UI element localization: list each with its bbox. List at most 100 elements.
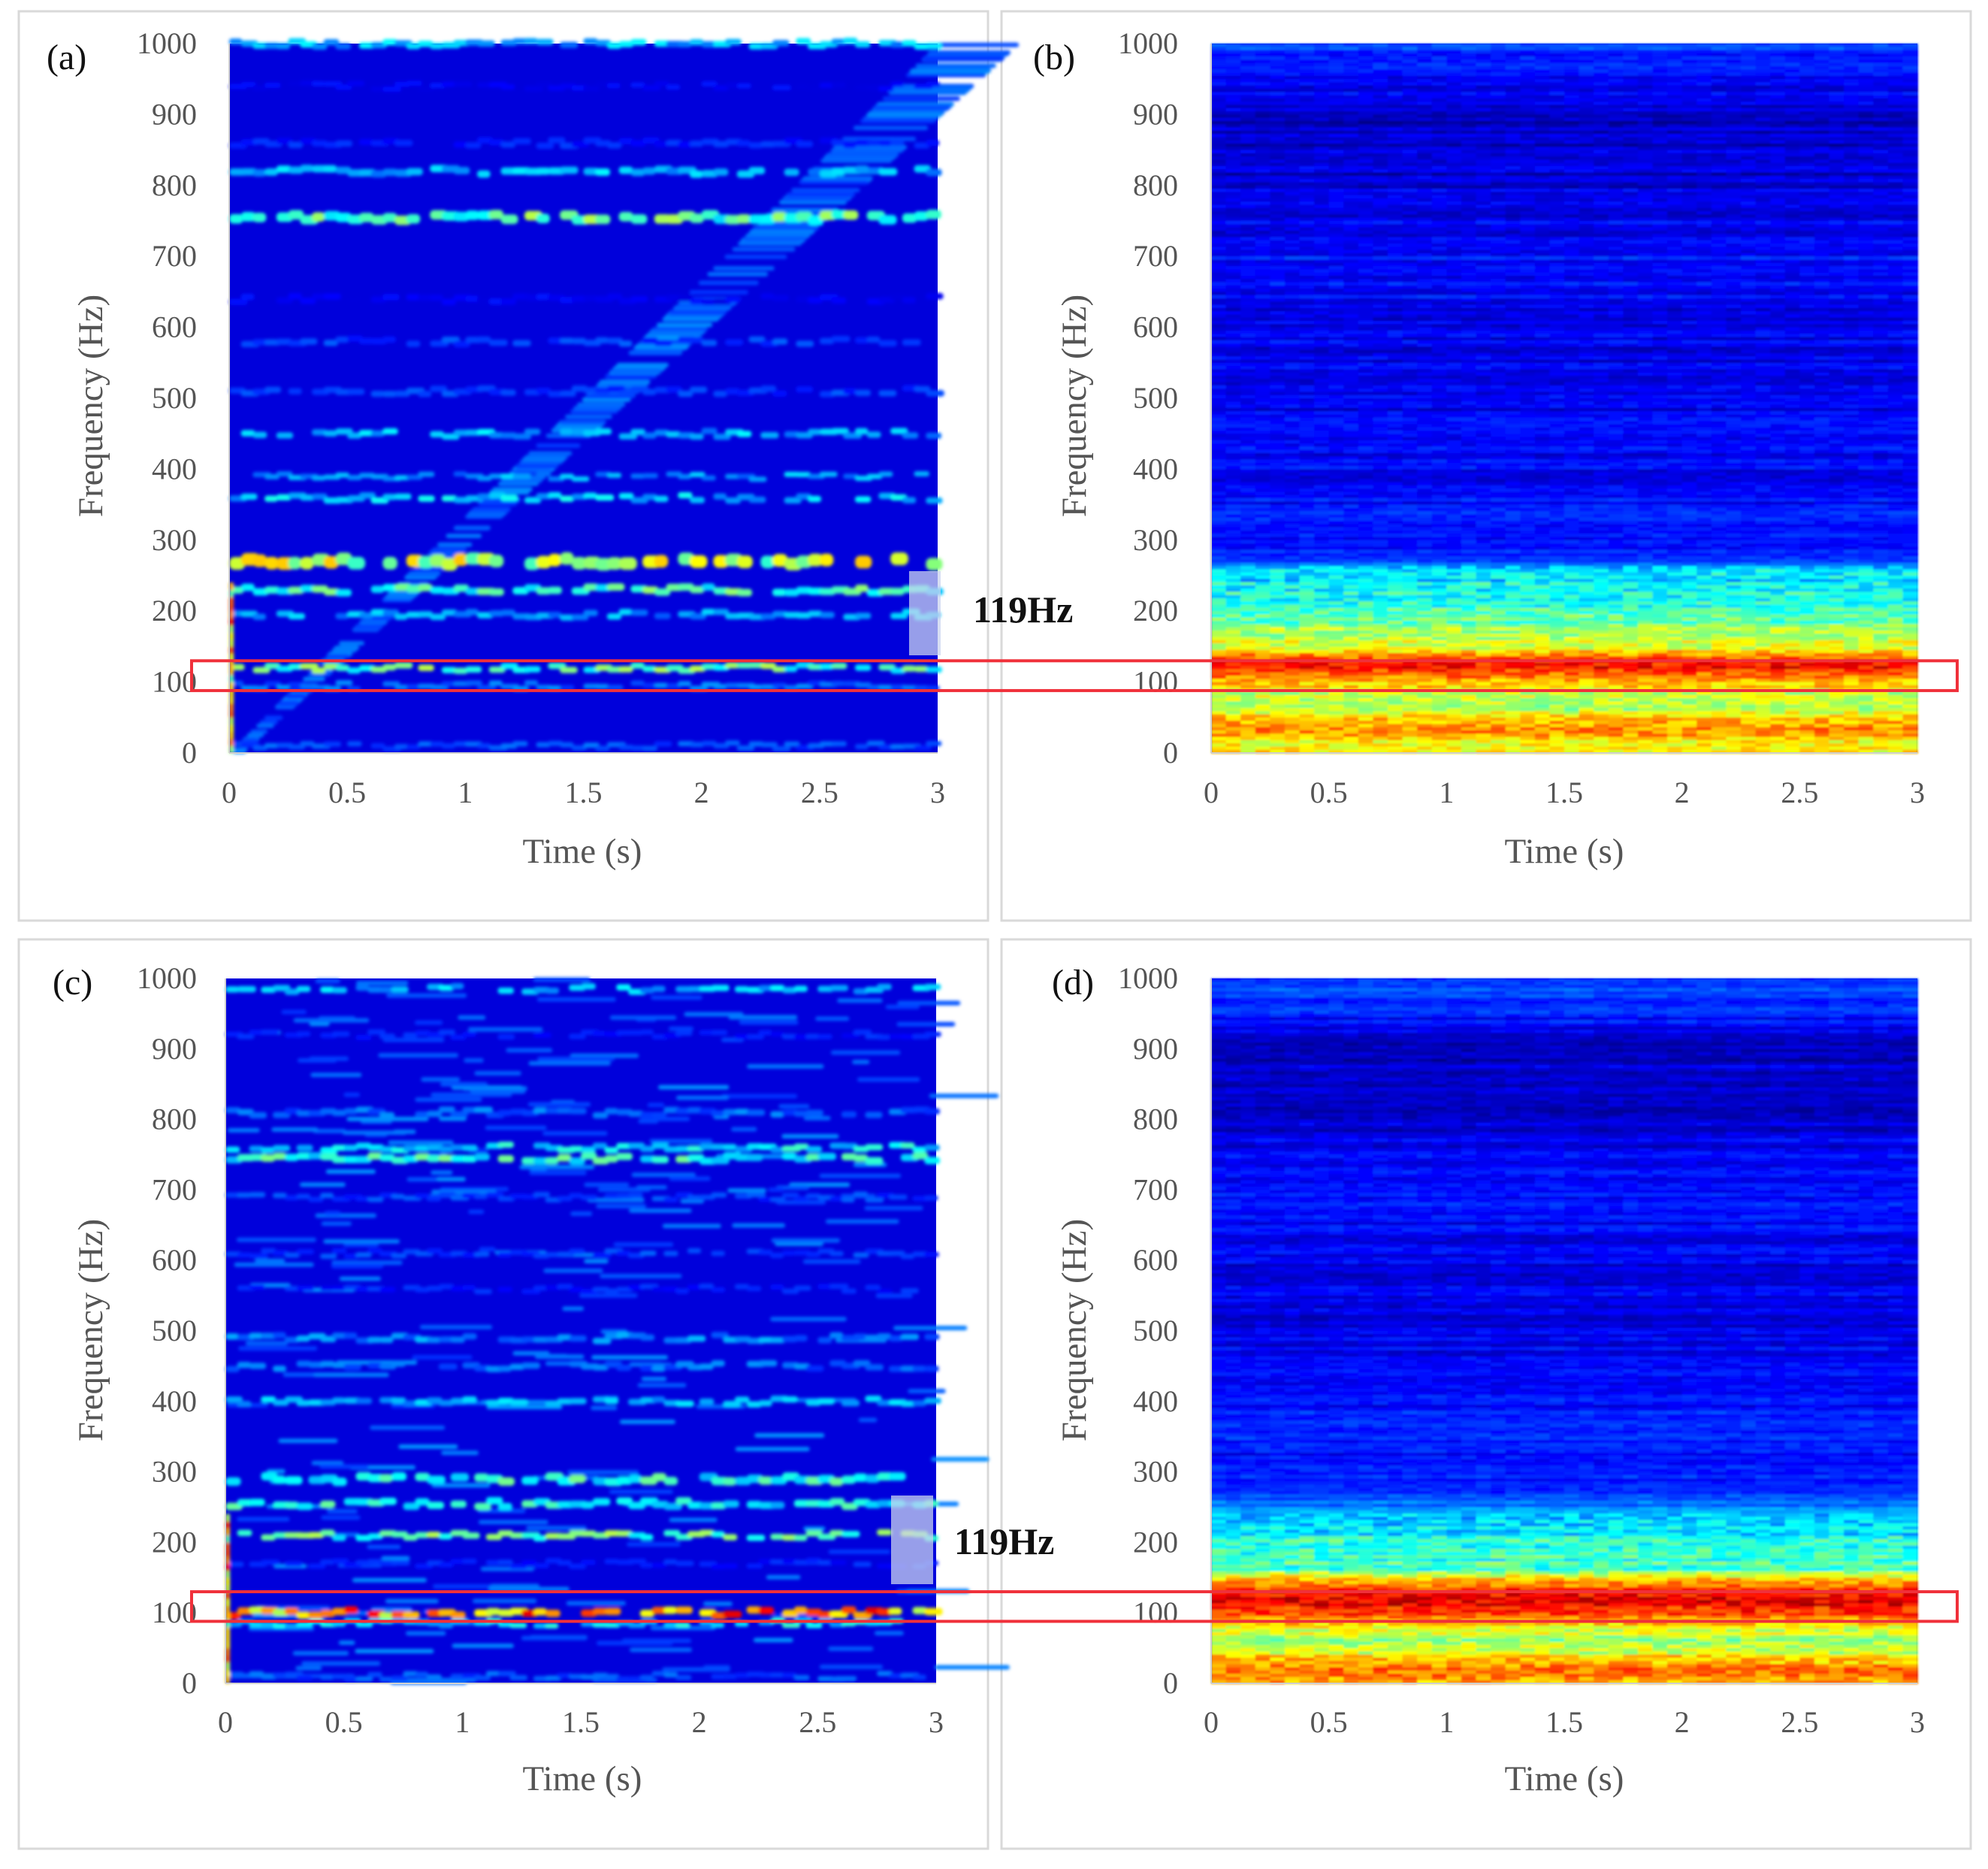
spectrogram-cell [699, 281, 759, 286]
spectrogram-band-segment [855, 41, 870, 47]
spectrogram-band-segment [347, 557, 365, 570]
spectrogram-cell [515, 464, 557, 469]
x-tick-label: 2 [694, 776, 709, 809]
spectrogram-band-segment [690, 386, 707, 392]
spectrogram-band-segment [772, 390, 787, 396]
spectrogram-band-segment [454, 471, 467, 476]
spectrogram-band-segment [324, 165, 337, 173]
spectrogram-band-segment [442, 299, 456, 305]
spectrogram-band-segment [560, 667, 578, 673]
spectrogram-cell [454, 526, 491, 531]
spectrogram-band-segment [548, 554, 561, 567]
spectrogram-cell [803, 176, 873, 180]
spectrogram-band-segment [796, 38, 811, 44]
spectrogram-band-segment [489, 681, 503, 686]
spectrogram-band-segment [926, 497, 942, 504]
spectrogram-band-segment [772, 338, 787, 344]
spectrogram-band-segment [500, 84, 515, 89]
spectrogram-band-segment [312, 667, 325, 673]
spectrogram-cell [725, 255, 787, 259]
spectrogram-band-segment [335, 613, 349, 619]
y-tick-label: 900 [152, 97, 197, 131]
spectrogram-band-segment [926, 169, 941, 177]
spectrogram-band-segment [902, 432, 918, 438]
spectrogram-cell [782, 197, 850, 201]
spectrogram-band-segment [477, 337, 491, 343]
spectrogram-band-segment [902, 665, 916, 671]
spectrogram-band-segment [796, 386, 813, 392]
spectrogram-band-segment [808, 429, 821, 435]
x-tick-label: 1 [458, 776, 473, 809]
spectrogram-band-segment [690, 141, 703, 147]
spectrogram-band-segment [678, 41, 691, 47]
spectrogram-band-segment [784, 666, 797, 672]
spectrogram-cell [787, 192, 855, 197]
spectrogram-band-segment [607, 473, 621, 478]
spectrogram-cell [560, 420, 606, 425]
spectrogram-band-segment [371, 585, 385, 593]
spectrogram-cell [467, 513, 505, 517]
spectrogram-band-segment [382, 86, 401, 92]
spectrogram-band-segment [926, 210, 941, 219]
spectrogram-cell [689, 290, 748, 295]
spectrogram-band-segment [867, 431, 881, 437]
spectrogram-band-segment [607, 583, 625, 591]
spectrogram-band-segment [300, 557, 313, 570]
y-tick-label: 0 [182, 736, 197, 770]
spectrogram-cell [927, 52, 1009, 56]
spectrogram-band-segment [796, 84, 809, 89]
spectrogram-band-segment [252, 169, 266, 177]
spectrogram-band-segment [926, 293, 943, 299]
spectrogram-cell [565, 414, 612, 419]
x-tick-label: 2.5 [801, 776, 838, 809]
y-tick-label: 700 [152, 239, 197, 273]
spectrogram-cell [923, 56, 1004, 61]
spectrogram-band-segment [477, 743, 491, 749]
spectrogram-band-segment [713, 391, 727, 397]
spectrogram-band-segment [382, 294, 399, 300]
spectrogram-band-segment [749, 685, 763, 690]
spectrogram-band-segment [595, 745, 609, 751]
spectrogram-band-segment [560, 42, 578, 48]
spectrogram-band-segment [666, 84, 680, 89]
y-tick-label: 200 [152, 594, 197, 628]
spectrogram-band-segment [276, 432, 293, 438]
x-tick-label: 1.5 [565, 776, 603, 809]
spectrogram-band-segment [347, 296, 362, 302]
spectrogram-band-segment [820, 612, 835, 618]
spectrogram-band-segment [595, 215, 610, 225]
spectrogram-band-segment [324, 742, 341, 747]
spectrogram-band-segment [335, 680, 352, 685]
spectrogram-band-segment [890, 140, 904, 146]
spectrogram-cell [916, 63, 996, 68]
spectrogram-band-segment [454, 167, 470, 174]
spectrogram-band-segment [289, 557, 302, 570]
spectrogram-band-segment [524, 680, 538, 685]
spectrogram-band-segment [359, 139, 373, 145]
spectrogram-cell [629, 351, 682, 355]
spectrogram-band-segment [347, 667, 361, 673]
spectrogram-cell [326, 654, 350, 658]
spectrogram-band-segment [477, 41, 495, 47]
spectrogram-band-segment [630, 681, 644, 686]
spectrogram-band-segment [772, 85, 791, 90]
spectrogram-cell [713, 266, 774, 271]
spectrogram-band-segment [454, 82, 472, 87]
spectrogram-band-segment [619, 340, 633, 346]
spectrogram-cells [1211, 44, 1918, 754]
spectrogram-band-segment [843, 210, 858, 220]
spectrogram-band-segment [536, 213, 550, 223]
x-tick-label: 0 [222, 776, 237, 809]
spectrogram-cell [522, 457, 565, 461]
spectrogram-band-segment [512, 473, 530, 479]
spectrogram-cell [866, 113, 942, 117]
spectrogram-band-segment [878, 86, 893, 92]
spectrogram-band-segment [855, 664, 871, 670]
spectrogram-band-segment [760, 432, 778, 438]
spectrogram-band-segment [572, 476, 590, 482]
spectrogram-band-segment [312, 476, 326, 481]
spectrogram-band-segment [630, 39, 646, 45]
spectrogram-band-segment [335, 337, 349, 343]
spectrogram-a [229, 38, 1019, 754]
spectrogram-band-segment [371, 391, 385, 397]
